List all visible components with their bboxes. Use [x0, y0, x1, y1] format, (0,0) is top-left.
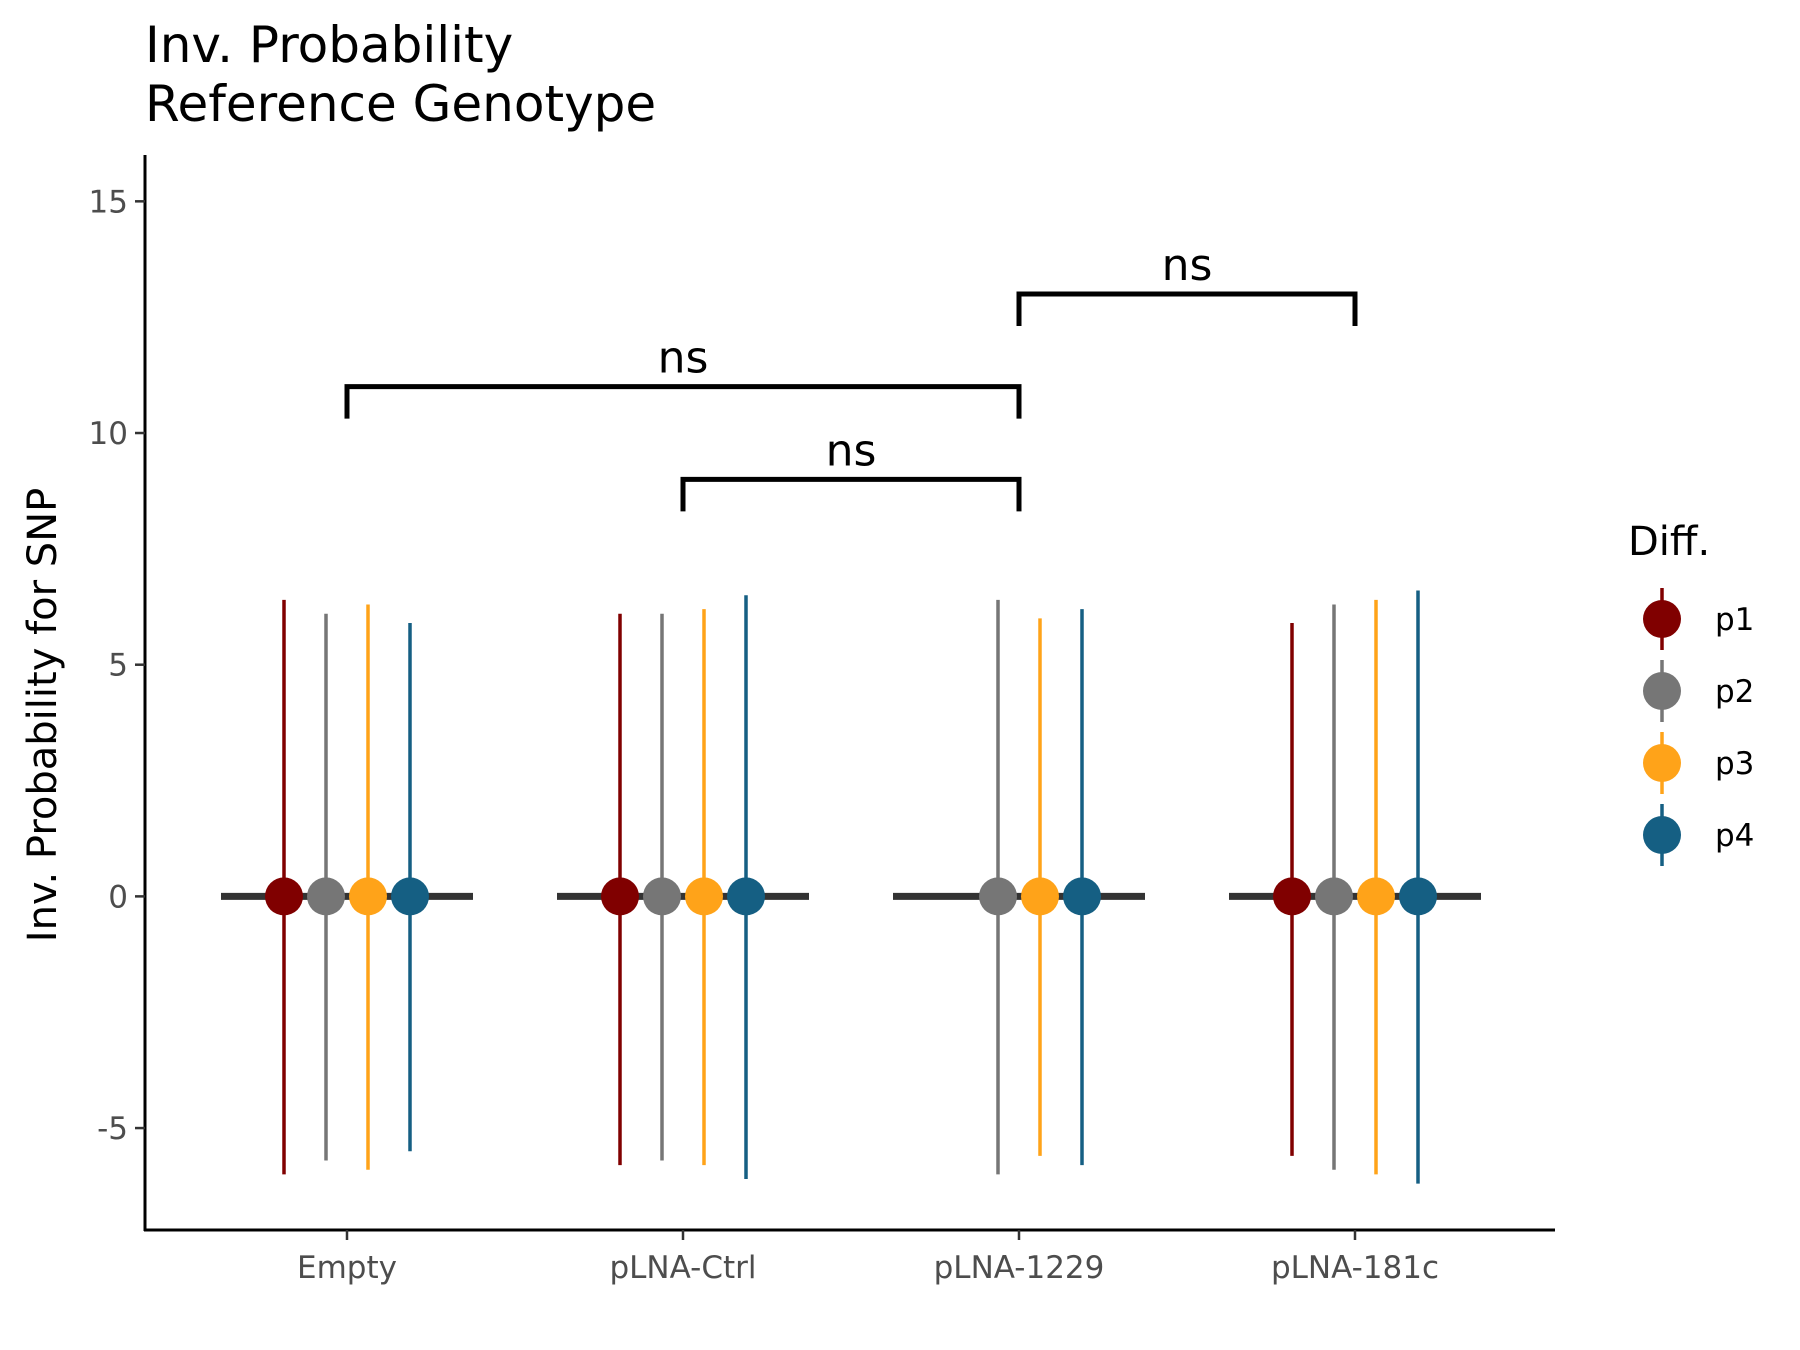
data-point-p4 — [1063, 877, 1101, 916]
legend-item-p2: p2 — [1643, 660, 1754, 722]
legend-key-point-p3 — [1643, 744, 1681, 782]
legend-label-p4: p4 — [1715, 818, 1754, 854]
legend: Diff. p1 p2 p3 p4 — [1628, 519, 1754, 866]
significance-bracket — [680, 476, 1022, 512]
legend-label-p3: p3 — [1715, 746, 1754, 782]
legend-item-p3: p3 — [1643, 732, 1754, 794]
data-point-p3 — [1357, 877, 1395, 916]
legend-item-p4: p4 — [1643, 804, 1754, 866]
data-point-p2 — [307, 877, 345, 916]
significance-bracket — [1016, 291, 1358, 327]
data-point-p2 — [643, 877, 681, 916]
x-tick-label: Empty — [297, 1250, 397, 1286]
legend-key-point-p2 — [1643, 672, 1681, 710]
data-point-p3 — [685, 877, 723, 916]
data-point-p1 — [265, 877, 303, 916]
y-tick-label: 15 — [89, 184, 128, 220]
data-point-p4 — [1399, 877, 1437, 916]
data-point-p2 — [979, 877, 1017, 916]
data-point-p1 — [601, 877, 639, 916]
legend-items: p1 p2 p3 p4 — [1643, 588, 1754, 866]
data-point-p4 — [391, 877, 429, 916]
chart-title-line-2: Reference Genotype — [145, 75, 656, 133]
significance-label: ns — [658, 333, 709, 384]
data-point-p1 — [1273, 877, 1311, 916]
y-tick-label: 10 — [89, 416, 128, 452]
legend-item-p1: p1 — [1643, 588, 1754, 650]
data-point-p3 — [349, 877, 387, 916]
y-axis-title: Inv. Probability for SNP — [20, 488, 66, 942]
legend-key-point-p1 — [1643, 600, 1681, 638]
y-tick-label: 0 — [108, 879, 128, 915]
legend-label-p1: p1 — [1715, 602, 1754, 638]
significance-label: ns — [826, 425, 877, 476]
legend-label-p2: p2 — [1715, 674, 1754, 710]
significance-label: ns — [1162, 240, 1213, 291]
plot-area: -5 0 5 10 15 Empty pLNA-Ctrl pLNA-1229 pLNA-181c… — [89, 155, 1555, 1286]
y-tick-label: -5 — [97, 1111, 128, 1147]
y-tick-label: 5 — [108, 648, 128, 684]
data-point-p3 — [1021, 877, 1059, 916]
data-point-p4 — [727, 877, 765, 916]
x-tick-label: pLNA-181c — [1271, 1250, 1439, 1286]
data-point-p2 — [1315, 877, 1353, 916]
legend-key-point-p4 — [1643, 816, 1681, 854]
x-tick-label: pLNA-1229 — [934, 1250, 1105, 1286]
significance-bracket — [344, 384, 1022, 419]
chart-title-line-1: Inv. Probability — [145, 16, 513, 74]
legend-title: Diff. — [1628, 519, 1710, 565]
x-tick-label: pLNA-Ctrl — [609, 1250, 756, 1286]
chart-title: Inv. Probability Reference Genotype — [145, 16, 656, 133]
